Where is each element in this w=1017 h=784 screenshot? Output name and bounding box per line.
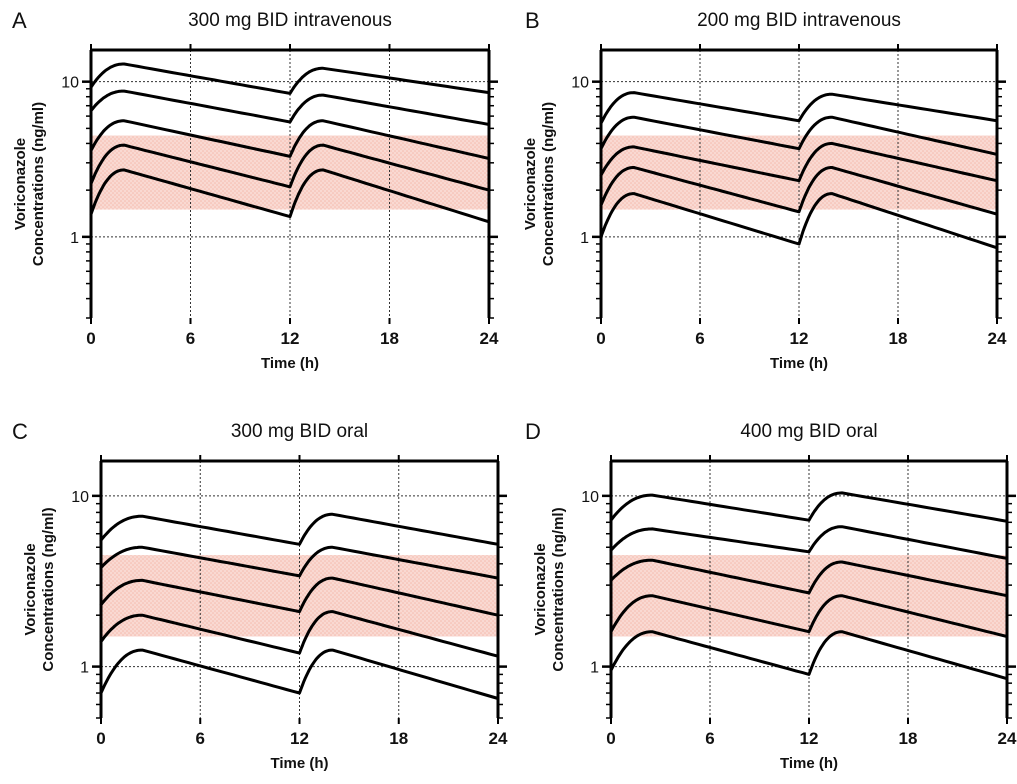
- panel-c-xtick-label: 0: [96, 729, 105, 748]
- panel-d: D 400 mg BID oral 0 6 12 18 24 1 10 Time (h) Voric…: [525, 419, 1017, 772]
- panel-d-title: 400 mg BID oral: [740, 421, 877, 442]
- panel-a-curve-4: [89, 143, 491, 192]
- panel-b-x-axis-label: Time (h): [770, 355, 828, 372]
- panel-b-xtick-label: 0: [596, 329, 605, 348]
- panel-b-xtick-label: 6: [695, 329, 704, 348]
- panel-b-curve-4: [599, 166, 999, 216]
- panel-d-letter: D: [525, 419, 541, 444]
- panel-d-xtick-label: 24: [998, 729, 1017, 748]
- panel-d-target-band: [611, 555, 1007, 637]
- panel-b-xtick-label: 12: [790, 329, 809, 348]
- panel-c-title: 300 mg BID oral: [231, 421, 368, 442]
- panel-d-xtick-label: 18: [899, 729, 918, 748]
- panel-b-title: 200 mg BID intravenous: [697, 10, 901, 31]
- panel-c-x-axis-label: Time (h): [270, 755, 328, 772]
- panel-d-xtick-label: 6: [705, 729, 714, 748]
- panel-a-y-axis-label-line2: Concentrations (ng/ml): [30, 102, 47, 266]
- panel-a-x-axis-label: Time (h): [261, 355, 319, 372]
- panel-b-xtick-label: 24: [988, 329, 1007, 348]
- panel-c-curve-5: [99, 648, 500, 700]
- panel-a-xtick-label: 12: [281, 329, 300, 348]
- panel-d-x-axis-label: Time (h): [780, 755, 838, 772]
- panel-a-xtick-label: 6: [186, 329, 195, 348]
- panel-d-ytick-label: 10: [581, 489, 599, 506]
- panel-c-xtick-label: 6: [196, 729, 205, 748]
- panel-b-curve-2: [599, 115, 999, 156]
- panel-c-xtick-label: 18: [389, 729, 408, 748]
- panel-c-curve-3: [99, 576, 500, 617]
- panel-c-ytick-label: 10: [71, 489, 89, 506]
- panel-d-y-axis-label-line2: Concentrations (ng/ml): [550, 507, 567, 671]
- panel-c-xtick-label: 24: [489, 729, 508, 748]
- panel-a-curve-3: [89, 119, 491, 160]
- panel-a-xtick-label: 0: [86, 329, 95, 348]
- panel-d-y-axis-label-line1: Voriconazole: [532, 543, 549, 635]
- panel-d-curve-1: [609, 491, 1009, 523]
- panel-d-xtick-label: 0: [606, 729, 615, 748]
- panel-c-ytick-label: 1: [80, 660, 89, 677]
- panel-c-xtick-label: 12: [290, 729, 309, 748]
- panel-d-curve-4: [609, 594, 1009, 638]
- panel-d-xtick-label: 12: [800, 729, 819, 748]
- panel-a: A 300 mg BID intravenous 0 6 12 18 24 1 10 Time (…: [12, 8, 499, 372]
- panel-b-ytick-label: 10: [571, 75, 589, 92]
- panel-d-curve-5: [609, 630, 1009, 681]
- panel-a-ytick-label: 10: [61, 75, 79, 92]
- panel-a-xtick-label: 18: [380, 329, 399, 348]
- panel-b-curve-3: [599, 141, 999, 183]
- panel-a-curve-2: [89, 89, 491, 126]
- panel-c-y-axis-label-line2: Concentrations (ng/ml): [40, 507, 57, 671]
- panel-a-title: 300 mg BID intravenous: [188, 10, 392, 31]
- panel-b-y-axis-label-line2: Concentrations (ng/ml): [540, 102, 557, 266]
- panel-c-curve-2: [99, 545, 500, 580]
- panel-d-curve-3: [609, 558, 1009, 598]
- panel-b-ytick-label: 1: [580, 230, 589, 247]
- panel-a-curve-5: [89, 168, 491, 224]
- panel-c-curve-1: [99, 512, 500, 546]
- panel-b: B 200 mg BID intravenous 0 6 12 18 24 1 10 Time (…: [522, 8, 1007, 372]
- panel-a-ytick-label: 1: [70, 230, 79, 247]
- panel-a-y-axis-label-line1: Voriconazole: [12, 138, 29, 230]
- panel-d-ytick-label: 1: [590, 660, 599, 677]
- panel-b-curve-1: [599, 91, 999, 125]
- panel-b-curve-5: [599, 192, 999, 250]
- panel-c-letter: C: [12, 419, 28, 444]
- panel-a-curve-1: [89, 62, 491, 95]
- panel-b-y-axis-label-line1: Voriconazole: [522, 138, 539, 230]
- panel-a-letter: A: [12, 8, 27, 33]
- panel-b-xtick-label: 18: [889, 329, 908, 348]
- panel-c-curve-4: [99, 610, 500, 658]
- panel-c: C 300 mg BID oral 0 6 12 18 24 1 10 Time (h) Voric…: [12, 419, 508, 772]
- panel-b-letter: B: [525, 8, 540, 33]
- panel-a-xtick-label: 24: [480, 329, 499, 348]
- panel-c-y-axis-label-line1: Voriconazole: [22, 543, 39, 635]
- panel-d-curve-2: [609, 525, 1009, 560]
